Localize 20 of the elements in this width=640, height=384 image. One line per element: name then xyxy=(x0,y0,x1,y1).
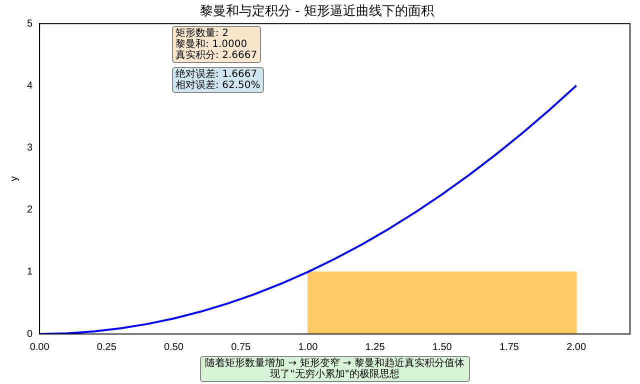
x-tick-label: 2.00 xyxy=(566,342,586,353)
text: 随着矩形数量增加 → 矩形变窄 → 黎曼和趋近真实积分值体现了"无穷小累加"的极限思想 xyxy=(200,356,470,382)
y-tick-label: 0 xyxy=(27,328,33,340)
y-axis-title: y xyxy=(8,176,20,182)
y-tick-label: 4 xyxy=(27,80,33,92)
x-tick-label: 0.75 xyxy=(231,342,252,353)
annotation: 矩形数量: 2 黎曼和: 1.0000 真实积分: 2.6667 xyxy=(172,26,262,63)
annotation: 绝对误差: 1.6667 相对误差: 62.50% xyxy=(172,66,264,93)
y-tick-label: 5 xyxy=(27,18,33,30)
x-tick-label: 0.00 xyxy=(30,342,50,353)
x-tick-label: 0.25 xyxy=(96,342,117,353)
x-tick-label: 1.00 xyxy=(298,342,318,353)
y-tick-label: 2 xyxy=(27,204,33,216)
x-tick-label: 1.50 xyxy=(432,342,452,353)
y-tick-label: 3 xyxy=(27,142,33,154)
x-tick-label: 0.50 xyxy=(164,342,184,353)
y-tick-label: 1 xyxy=(27,266,33,278)
x-tick-label: 1.25 xyxy=(365,342,386,353)
x-tick-label: 1.75 xyxy=(499,342,520,353)
chart-title: 黎曼和与定积分 - 矩形逼近曲线下的面积 xyxy=(200,4,434,20)
